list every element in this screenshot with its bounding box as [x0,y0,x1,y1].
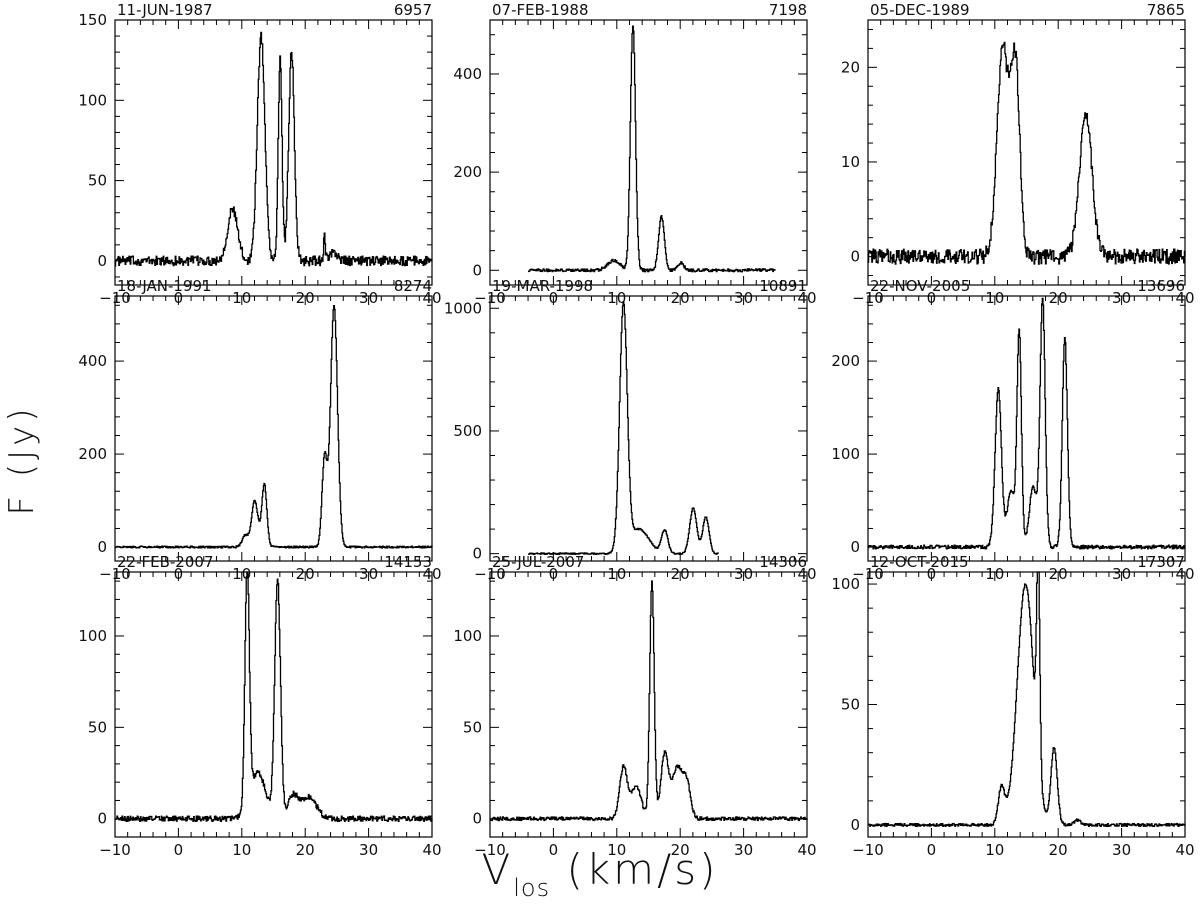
panel-date: 19-MAR-1998 [492,277,593,295]
panel-date: 25-JUL-2007 [492,553,584,571]
y-tick-label: 0 [97,810,107,828]
panel-date: 22-NOV-2005 [870,277,970,295]
x-tick-label: 20 [296,841,315,859]
plot-frame [867,295,1186,562]
panel-id: 13696 [1137,277,1185,295]
x-tick-label: 40 [797,841,816,859]
plot-frame [114,295,433,562]
x-tick-label: 20 [671,841,690,859]
y-tick-label: 50 [841,696,860,714]
y-tick-label: 0 [472,261,482,279]
plot-frame [867,19,1186,286]
y-tick-label: 50 [88,172,107,190]
plot-frame [489,19,808,286]
panel-id: 14306 [759,553,807,571]
y-tick-label: 400 [78,352,107,370]
y-tick-label: 50 [88,718,107,736]
y-axis-label: F (Jy) [2,400,42,520]
y-tick-label: 1000 [444,299,482,317]
panel-date: 05-DEC-1989 [870,1,970,19]
spectrum-line [528,25,776,273]
plot-frame [489,571,808,838]
x-tick-label: 0 [174,841,184,859]
spectrum-panel: −10 0 10 20 30 40 0 50 100 22-FEB-2007 14153 [78,553,441,859]
spectrum-line [114,305,433,549]
plot-frame [114,571,433,838]
x-tick-label: 10 [232,841,251,859]
spectrum-line [867,41,1186,265]
y-tick-label: 400 [453,65,482,83]
x-axis-label-unit: (km/s) [566,845,719,894]
spectrum-line [528,301,719,555]
panel-date: 12-OCT-2015 [870,553,969,571]
y-tick-label: 0 [850,538,860,556]
x-tick-label: −10 [474,841,506,859]
spectrum-line [114,31,433,267]
x-tick-label: 10 [607,841,626,859]
x-tick-label: 30 [1112,841,1131,859]
x-tick-label: 10 [985,841,1004,859]
plot-frame [114,19,433,286]
x-axis-label-main: V [481,845,514,894]
y-tick-label: 0 [97,538,107,556]
y-tick-label: 50 [463,718,482,736]
spectrum-line [114,571,433,823]
panel-id: 17307 [1137,553,1185,571]
x-tick-label: −10 [852,841,884,859]
y-tick-label: 10 [841,153,860,171]
spectrum-line [867,571,1186,828]
y-tick-label: 0 [850,816,860,834]
y-tick-label: 0 [472,545,482,563]
plot-frame [867,571,1186,838]
y-tick-label: 100 [453,627,482,645]
spectrum-panel: −10 0 10 20 30 40 0 50 100 12-OCT-2015 17307 [831,553,1194,859]
y-tick-label: 100 [78,627,107,645]
y-tick-label: 100 [78,91,107,109]
panel-id: 7198 [769,1,807,19]
spectrum-line [867,297,1186,550]
y-tick-label: 150 [78,11,107,29]
x-tick-label: −10 [99,841,131,859]
panel-date: 22-FEB-2007 [117,553,213,571]
panel-id: 14153 [384,553,432,571]
x-tick-label: 40 [1175,841,1194,859]
x-axis-label-subscript: los [513,874,551,902]
x-tick-label: 0 [927,841,937,859]
y-tick-label: 200 [831,352,860,370]
y-tick-label: 100 [831,575,860,593]
x-tick-label: 0 [549,841,559,859]
panel-date: 07-FEB-1988 [492,1,588,19]
y-tick-label: 0 [850,248,860,266]
y-tick-label: 0 [97,252,107,270]
y-axis-label-text: F (Jy) [2,404,42,516]
y-tick-label: 100 [831,445,860,463]
panel-id: 6957 [394,1,432,19]
panel-id: 10891 [759,277,807,295]
plot-frame [489,295,808,562]
y-tick-label: 200 [453,163,482,181]
x-tick-label: 20 [1049,841,1068,859]
spectrum-line [489,580,808,822]
y-tick-label: 20 [841,58,860,76]
panel-date: 11-JUN-1987 [117,1,213,19]
x-tick-label: 30 [359,841,378,859]
y-tick-label: 0 [472,810,482,828]
panel-id: 8274 [394,277,432,295]
panel-date: 18-JAN-1991 [117,277,212,295]
panel-id: 7865 [1147,1,1185,19]
x-axis-label: Vlos (km/s) [400,845,800,905]
spectrum-panel: −10 0 10 20 30 40 0 50 100 25-JUL-2007 14306 [453,553,816,859]
y-tick-label: 500 [453,422,482,440]
x-tick-label: 30 [734,841,753,859]
x-tick-label: 40 [422,841,441,859]
y-tick-label: 200 [78,445,107,463]
